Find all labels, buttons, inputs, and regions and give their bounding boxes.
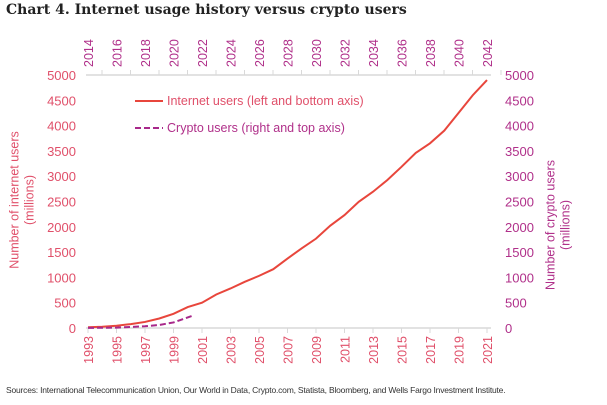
bottom-x-tick-label: 2009	[310, 336, 324, 364]
bottom-x-tick-label: 1999	[168, 336, 182, 364]
bottom-x-tick-label: 2013	[367, 336, 381, 364]
right-y-axis-title: Number of crypto users(millions)	[543, 160, 572, 290]
top-x-tick-label: 2034	[367, 39, 381, 67]
bottom-x-tick-label: 1993	[82, 336, 96, 364]
bottom-x-tick-label: 1995	[111, 336, 125, 364]
left-y-tick-label: 1000	[47, 270, 76, 285]
crypto-users-line	[87, 314, 193, 329]
bottom-x-tick-label: 2005	[253, 336, 267, 364]
left-y-tick-label: 4500	[47, 93, 76, 108]
bottom-x-tick-label: 2003	[225, 336, 239, 364]
right-y-tick-label: 4000	[505, 119, 534, 134]
chart-title: Chart 4. Internet usage history versus c…	[6, 2, 407, 18]
top-x-tick-label: 2026	[253, 39, 267, 67]
right-y-tick-label: 0	[505, 321, 512, 336]
top-x-tick-label: 2018	[139, 39, 153, 67]
top-x-tick-label: 2032	[339, 39, 353, 67]
left-y-tick-label: 0	[69, 321, 76, 336]
top-x-tick-label: 2028	[282, 39, 296, 67]
internet-users-line	[87, 79, 488, 329]
left-y-tick-label: 2000	[47, 220, 76, 235]
legend-crypto-label: Crypto users (right and top axis)	[167, 121, 345, 135]
left-y-tick-label: 3000	[47, 169, 76, 184]
left-y-tick-label: 500	[54, 296, 76, 311]
right-y-tick-label: 1000	[505, 270, 534, 285]
top-x-tick-label: 2038	[424, 39, 438, 67]
legend-internet-label: Internet users (left and bottom axis)	[167, 94, 364, 108]
left-y-tick-label: 3500	[47, 144, 76, 159]
right-y-tick-label: 2500	[505, 195, 534, 210]
top-x-tick-label: 2036	[396, 39, 410, 67]
right-y-tick-label: 1500	[505, 245, 534, 260]
source-note: Sources: International Telecommunication…	[6, 385, 506, 395]
left-y-tick-label: 2500	[47, 195, 76, 210]
right-y-tick-label: 3000	[505, 169, 534, 184]
bottom-x-tick-label: 2019	[453, 336, 467, 364]
right-y-tick-label: 500	[505, 296, 527, 311]
bottom-x-tick-label: 2015	[396, 336, 410, 364]
bottom-x-tick-label: 2011	[339, 336, 353, 363]
right-y-tick-label: 5000	[505, 68, 534, 83]
top-x-tick-label: 2016	[111, 39, 125, 67]
left-y-tick-label: 1500	[47, 245, 76, 260]
bottom-x-tick-label: 2001	[196, 336, 210, 364]
bottom-x-tick-label: 2021	[481, 336, 495, 364]
top-x-tick-label: 2030	[310, 39, 324, 67]
right-y-tick-label: 2000	[505, 220, 534, 235]
top-x-tick-label: 2042	[481, 39, 495, 67]
top-x-tick-label: 2022	[196, 39, 210, 67]
right-y-tick-label: 4500	[505, 93, 534, 108]
bottom-x-tick-label: 2017	[424, 336, 438, 364]
top-x-tick-label: 2024	[225, 39, 239, 67]
left-y-axis-title: Number of internet users(millions)	[7, 131, 36, 269]
top-x-tick-label: 2014	[82, 39, 96, 67]
top-x-tick-label: 2040	[453, 39, 467, 67]
bottom-x-tick-label: 1997	[139, 336, 153, 364]
left-y-tick-label: 4000	[47, 119, 76, 134]
left-y-tick-label: 5000	[47, 68, 76, 83]
right-y-tick-label: 3500	[505, 144, 534, 159]
top-x-tick-label: 2020	[168, 39, 182, 67]
bottom-x-tick-label: 2007	[282, 336, 296, 364]
